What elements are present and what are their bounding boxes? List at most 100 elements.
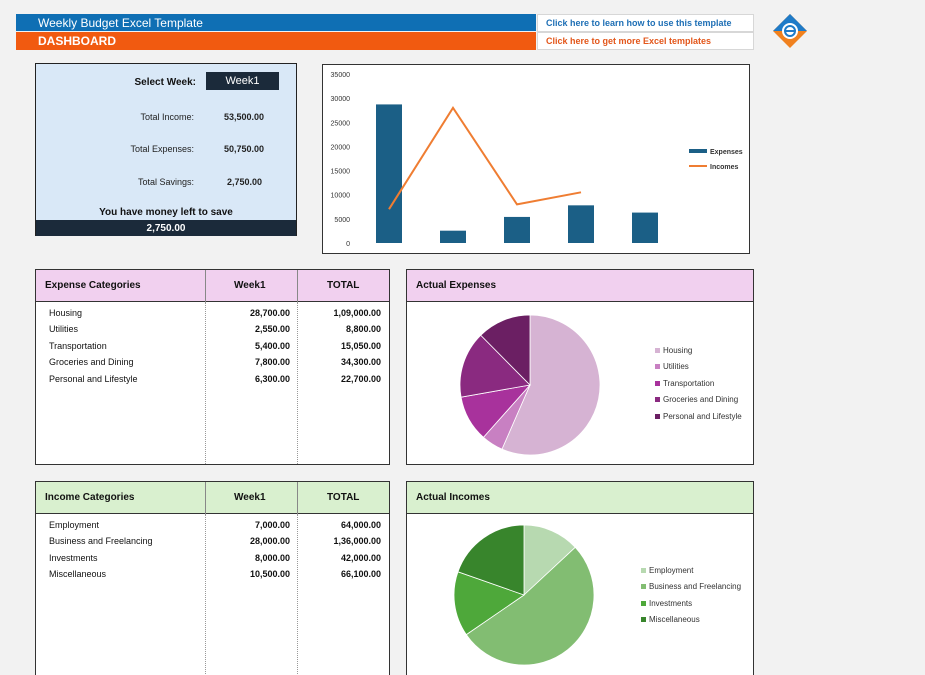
y-tick-label: 20000 [331, 144, 351, 151]
expenses-bar [568, 205, 594, 243]
expense-week-value: 28,700.00 [249, 308, 290, 318]
income-name: Miscellaneous [49, 569, 107, 580]
expenses-legend: Housing Utilities Transportation Groceries … [655, 342, 742, 425]
income-legend-label: Business and Freelancing [649, 582, 742, 592]
expenses-bar [440, 230, 466, 243]
expense-total-value: 34,300.00 [340, 357, 381, 368]
income-legend-swatch [641, 567, 646, 573]
income-total-value: 64,000.00 [340, 520, 381, 530]
income-week-value: 28,000.00 [249, 536, 290, 547]
income-name: Investments [49, 552, 98, 563]
expense-legend-item: Personal and Lifestyle [655, 408, 742, 425]
expense-legend-swatch [655, 380, 660, 386]
expense-table-header: Expense Categories Week1 TOTAL [36, 270, 389, 302]
y-tick-label: 5000 [334, 217, 350, 224]
income-categories-table: Income Categories Week1 TOTAL Employment… [35, 481, 390, 675]
income-legend-label: Miscellaneous [649, 615, 700, 625]
expense-legend-label: Utilities [663, 362, 689, 372]
expense-legend-label: Housing [663, 345, 693, 355]
actual-expenses-panel: Actual Expenses Housing Utilities Transpor… [406, 269, 754, 465]
income-pie-slice [523, 524, 576, 596]
expense-legend-item: Utilities [655, 359, 742, 376]
income-legend-item: Investments [641, 595, 741, 612]
expense-categories-table: Expense Categories Week1 TOTAL Housing 28… [35, 269, 390, 465]
expense-row: Transportation 5,400.00 15,050.00 [36, 338, 389, 354]
y-tick-label: 15000 [331, 169, 351, 176]
col-divider [297, 514, 298, 675]
col-divider [297, 302, 298, 464]
expense-row: Utilities 2,550.00 8,800.00 [36, 321, 389, 337]
learn-template-link[interactable]: Click here to learn how to use this temp… [537, 14, 754, 32]
income-header-total: TOTAL [327, 492, 360, 503]
expense-row: Groceries and Dining 7,800.00 34,300.00 [36, 354, 389, 370]
dashboard-label: DASHBOARD [38, 34, 116, 48]
expense-name: Groceries and Dining [49, 357, 134, 368]
expense-total-value: 15,050.00 [340, 340, 381, 351]
total-savings-value: 2,750.00 [227, 177, 263, 187]
expense-legend-swatch [655, 364, 660, 370]
expense-row: Housing 28,700.00 1,09,000.00 [36, 305, 389, 321]
expense-header-category: Expense Categories [45, 280, 141, 291]
col-divider [297, 482, 298, 514]
expense-legend-swatch [655, 347, 660, 353]
expense-legend-label: Groceries and Dining [663, 395, 739, 405]
savings-display: 2,750.00 [36, 220, 296, 236]
income-week-value: 7,000.00 [254, 520, 290, 530]
income-total-value: 66,100.00 [340, 569, 381, 580]
expense-name: Personal and Lifestyle [49, 373, 138, 384]
income-legend-swatch [641, 617, 646, 623]
income-legend-label: Employment [649, 565, 694, 575]
total-savings-label: Total Savings: [137, 177, 194, 187]
more-templates-link[interactable]: Click here to get more Excel templates [537, 32, 754, 50]
legend-expenses-swatch [689, 149, 707, 153]
col-divider [205, 302, 206, 464]
incomes-legend: Employment Business and Freelancing Invest… [641, 562, 741, 628]
income-pie-slice [457, 524, 525, 596]
summary-panel: Select Week: Week1 Total Income: 53,500.… [35, 63, 297, 236]
y-tick-label: 35000 [331, 72, 351, 79]
weekly-chart: 35000 30000 25000 20000 15000 10000 5000 0 Expen… [322, 64, 750, 254]
income-legend-swatch [641, 584, 646, 590]
expense-row: Personal and Lifestyle 6,300.00 22,700.00 [36, 371, 389, 387]
income-header-category: Income Categories [45, 492, 135, 503]
income-table-header: Income Categories Week1 TOTAL [36, 482, 389, 514]
expense-legend-item: Groceries and Dining [655, 392, 742, 409]
savings-message: You have money left to save [99, 207, 233, 218]
expense-legend-swatch [655, 413, 660, 419]
expense-legend-item: Transportation [655, 375, 742, 392]
y-tick-label: 30000 [331, 96, 351, 103]
income-week-value: 8,000.00 [254, 552, 290, 563]
col-divider [205, 270, 206, 302]
income-legend-item: Business and Freelancing [641, 579, 741, 596]
expense-legend-item: Housing [655, 342, 742, 359]
template-title-bar: Weekly Budget Excel Template [16, 14, 536, 31]
expense-pie-slice [480, 314, 531, 386]
expense-total-value: 1,09,000.00 [333, 308, 381, 318]
incomes-pie-chart [453, 524, 595, 666]
brand-logo-icon[interactable] [772, 13, 808, 49]
weekly-chart-svg: 35000 30000 25000 20000 15000 10000 5000 0 Expen… [331, 72, 743, 248]
income-row: Employment 7,000.00 64,000.00 [36, 517, 389, 533]
week-selector[interactable]: Week1 [206, 72, 279, 90]
expense-legend-swatch [655, 397, 660, 403]
expenses-bar [632, 212, 658, 243]
total-income-value: 53,500.00 [224, 112, 265, 122]
income-row: Investments 8,000.00 42,000.00 [36, 550, 389, 566]
col-divider [205, 482, 206, 514]
expense-name: Utilities [49, 324, 79, 335]
y-tick-label: 25000 [331, 120, 351, 127]
expense-legend-label: Transportation [663, 378, 715, 388]
y-tick-label: 0 [346, 241, 350, 248]
income-pie-slice [453, 571, 525, 636]
income-row: Miscellaneous 10,500.00 66,100.00 [36, 566, 389, 582]
expenses-bar [504, 216, 530, 243]
income-pie-slice [465, 546, 595, 666]
expense-week-value: 5,400.00 [254, 340, 290, 351]
total-expenses-value: 50,750.00 [224, 144, 265, 154]
legend-expenses-label: Expenses [710, 149, 743, 156]
income-legend-item: Miscellaneous [641, 612, 741, 629]
expense-week-value: 7,800.00 [254, 357, 290, 368]
y-tick-label: 10000 [331, 193, 351, 200]
total-expenses-label: Total Expenses: [130, 144, 194, 154]
legend-incomes-label: Incomes [710, 164, 739, 171]
